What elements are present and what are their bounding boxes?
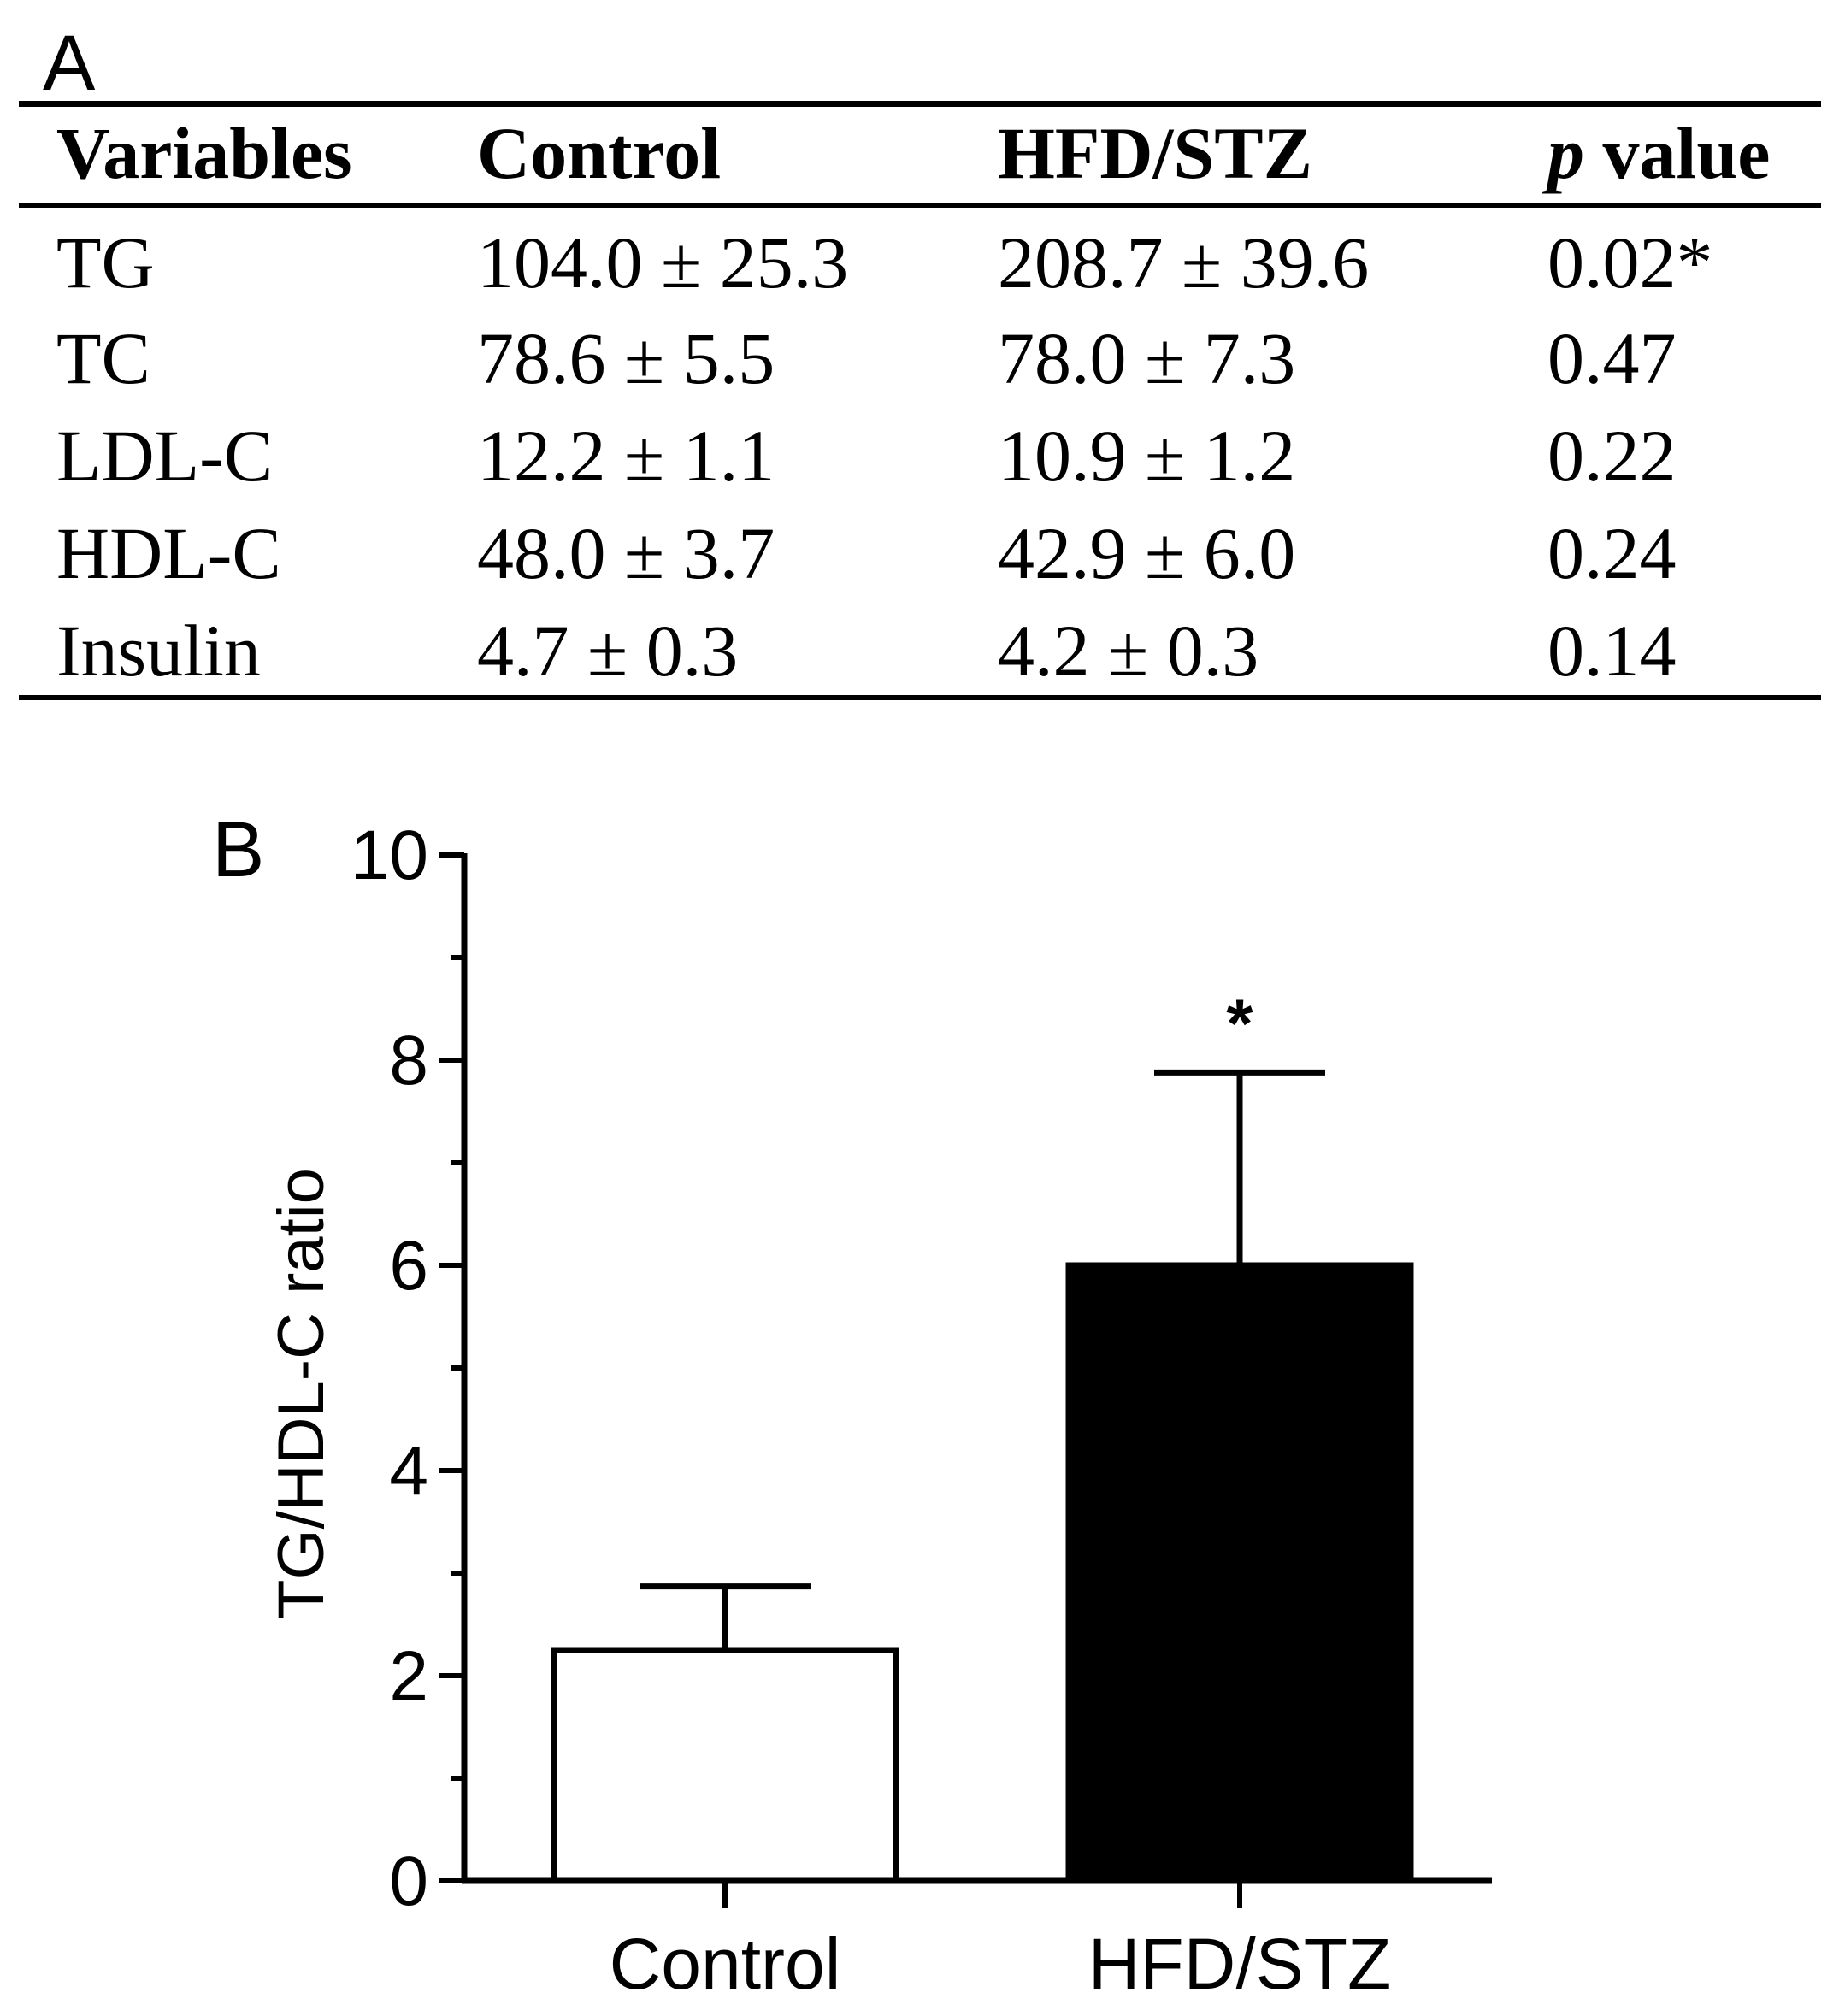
y-axis-label: TG/HDL-C ratio [265, 1168, 338, 1619]
row-variable: LDL-C [56, 415, 274, 497]
x-tick-label: HFD/STZ [1088, 1924, 1392, 2004]
row-variable: TG [56, 221, 155, 304]
y-tick-label: 4 [389, 1432, 428, 1510]
row-p-value: 0.02* [1547, 221, 1713, 304]
row-control-value: 48.0 ± 3.7 [477, 512, 775, 594]
table-header-rule [19, 203, 1821, 208]
header-p-rest: value [1584, 112, 1771, 194]
table-top-rule [19, 101, 1821, 107]
significance-marker: * [1226, 985, 1253, 1061]
row-control-value: 4.7 ± 0.3 [477, 610, 739, 692]
panel-b-label: B [212, 806, 265, 893]
header-p-italic: p [1547, 112, 1584, 194]
row-variable: HDL-C [56, 512, 281, 594]
header-variables: Variables [56, 112, 352, 194]
y-tick-label: 10 [351, 816, 428, 894]
row-control-value: 104.0 ± 25.3 [477, 221, 849, 304]
row-variable: TC [56, 317, 150, 399]
row-variable: Insulin [56, 610, 261, 692]
row-control-value: 12.2 ± 1.1 [477, 415, 775, 497]
y-tick-label: 2 [389, 1637, 428, 1715]
table-bottom-rule [19, 695, 1821, 700]
y-tick-label: 0 [389, 1842, 428, 1920]
panel-a-label: A [43, 20, 96, 107]
bar-control [551, 1647, 899, 1884]
header-control: Control [477, 112, 722, 194]
row-hfd-value: 42.9 ± 6.0 [998, 512, 1296, 594]
row-hfd-value: 10.9 ± 1.2 [998, 415, 1296, 497]
y-tick-label: 6 [389, 1227, 428, 1305]
bar-hfd-stz [1065, 1262, 1414, 1884]
row-control-value: 78.6 ± 5.5 [477, 317, 775, 399]
header-p-value: p value [1547, 116, 1770, 190]
row-hfd-value: 4.2 ± 0.3 [998, 610, 1259, 692]
row-p-value: 0.14 [1547, 610, 1677, 692]
row-hfd-value: 208.7 ± 39.6 [998, 221, 1370, 304]
row-hfd-value: 78.0 ± 7.3 [998, 317, 1296, 399]
header-hfd-stz: HFD/STZ [998, 112, 1312, 194]
y-tick-label: 8 [389, 1022, 428, 1099]
row-p-value: 0.22 [1547, 415, 1677, 497]
row-p-value: 0.47 [1547, 317, 1677, 399]
row-p-value: 0.24 [1547, 512, 1677, 594]
x-tick-label: Control [610, 1924, 841, 2004]
